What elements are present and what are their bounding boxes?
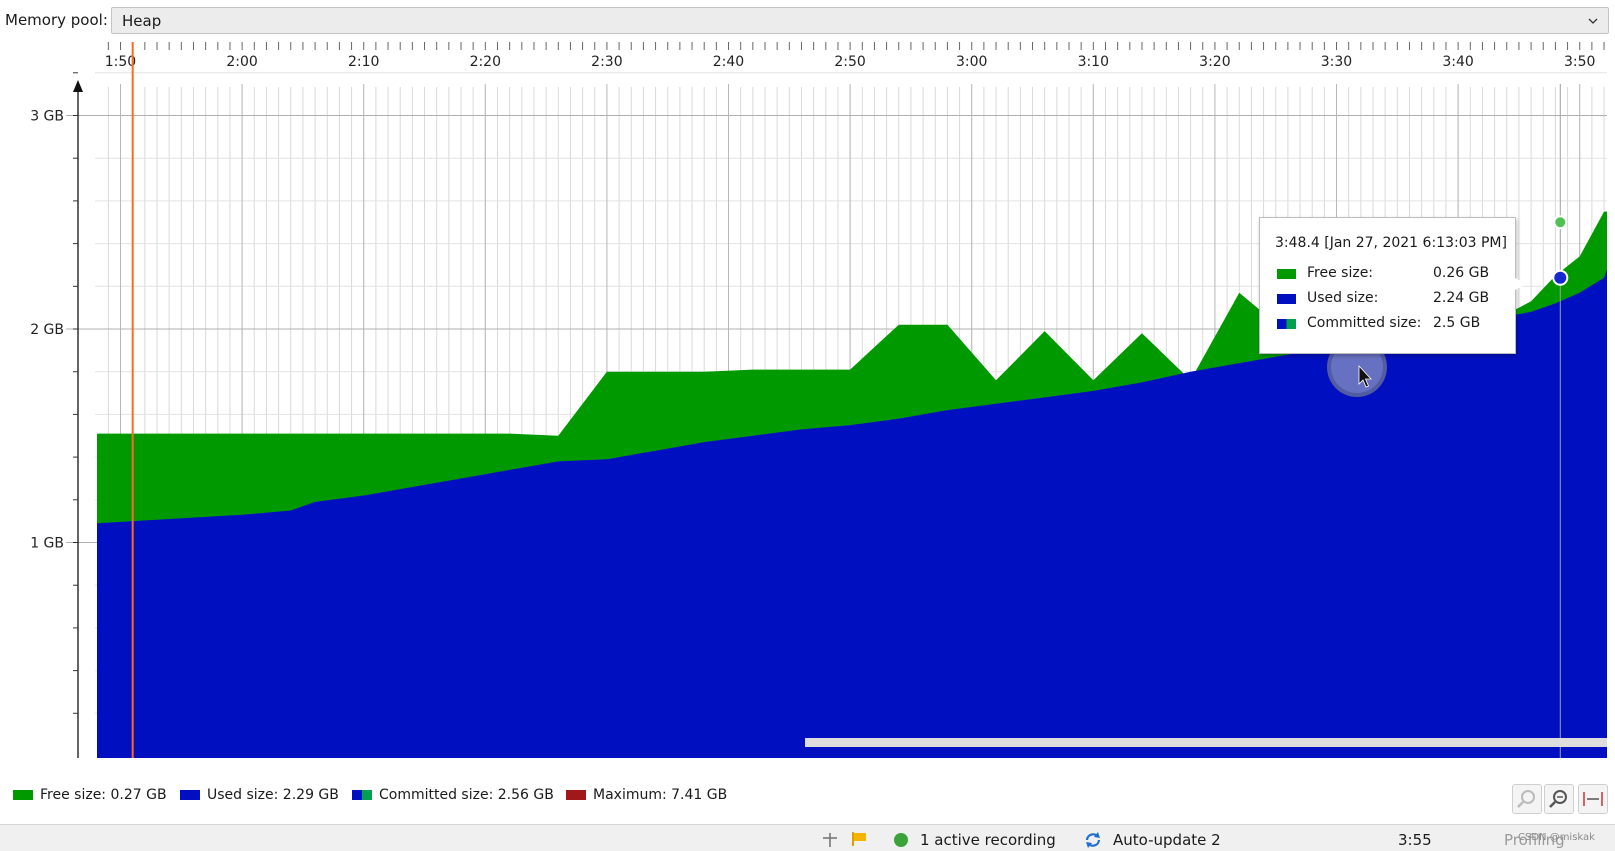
legend-committed-text: Committed size: 2.56 GB <box>379 787 554 803</box>
y-axis-arrow <box>73 80 83 92</box>
x-tick-label: 1:50 <box>105 54 136 70</box>
memory-chart[interactable]: 1:50 2:00 2:10 2:20 2:30 2:40 2:50 3:00 3:10 3:20… <box>0 42 1615 780</box>
tooltip-committed-value: 2.5 GB <box>1433 315 1481 331</box>
tooltip-title: 3:48.4 [Jan 27, 2021 6:13:03 PM] <box>1275 235 1507 251</box>
tooltip-used-value: 2.24 GB <box>1433 290 1490 306</box>
memory-pool-value: Heap <box>122 12 162 30</box>
used-swatch <box>1277 294 1296 304</box>
legend-maximum: Maximum: 7.41 GB <box>566 787 727 803</box>
x-tick-label: 3:50 <box>1564 54 1595 70</box>
legend-committed-swatch <box>352 790 372 800</box>
x-tick-label: 3:30 <box>1321 54 1352 70</box>
x-tick-label: 2:20 <box>470 54 501 70</box>
pin-icon[interactable] <box>821 832 839 848</box>
legend-committed: Committed size: 2.56 GB <box>352 787 554 803</box>
memory-pool-label: Memory pool: <box>5 11 108 29</box>
status-bar: 1 active recording Auto-update 2 3:55 Pr… <box>0 824 1615 851</box>
tooltip-free-label: Free size: <box>1307 265 1374 281</box>
data-tooltip: 3:48.4 [Jan 27, 2021 6:13:03 PM] Free si… <box>1259 217 1527 354</box>
clock-text: 3:55 <box>1398 831 1432 849</box>
legend-free: Free size: 0.27 GB <box>13 787 167 803</box>
x-tick-label: 2:50 <box>834 54 865 70</box>
fit-icon <box>1583 792 1603 806</box>
recording-dot-icon <box>894 833 908 847</box>
chevron-down-icon <box>1588 18 1598 24</box>
x-tick-label: 2:30 <box>591 54 622 70</box>
memory-pool-bar: Memory pool: Heap <box>0 0 1615 42</box>
tooltip-free-value: 0.26 GB <box>1433 265 1490 281</box>
x-tick-label: 3:40 <box>1442 54 1473 70</box>
legend-maximum-text: Maximum: 7.41 GB <box>593 787 728 803</box>
y-tick-label: 1 GB <box>30 536 64 552</box>
profiling-status: Profiling <box>1504 831 1565 849</box>
cursor-point-used <box>1552 269 1569 286</box>
horizontal-scrollbar[interactable] <box>805 738 1607 747</box>
fit-button[interactable] <box>1578 784 1608 814</box>
x-tick-label: 2:10 <box>348 54 379 70</box>
tooltip-used-label: Used size: <box>1307 290 1379 306</box>
chart-legend: Free size: 0.27 GB Used size: 2.29 GB Co… <box>0 780 1615 810</box>
y-tick-label: 2 GB <box>30 322 64 338</box>
free-swatch <box>1277 269 1296 279</box>
zoom-in-button[interactable] <box>1512 784 1542 814</box>
active-recording-status[interactable]: 1 active recording <box>920 831 1056 849</box>
legend-free-swatch <box>13 790 33 800</box>
cursor-point-committed <box>1553 215 1568 230</box>
x-tick-label: 2:00 <box>226 54 257 70</box>
x-tick-label: 2:40 <box>713 54 744 70</box>
memory-pool-select[interactable]: Heap <box>111 7 1609 34</box>
legend-used: Used size: 2.29 GB <box>180 787 339 803</box>
used-size-area <box>97 269 1607 758</box>
x-tick-label: 3:20 <box>1199 54 1230 70</box>
x-tick-label: 3:00 <box>956 54 987 70</box>
y-tick-label: 3 GB <box>30 109 64 125</box>
legend-maximum-swatch <box>566 790 586 800</box>
committed-swatch <box>1277 319 1296 329</box>
zoom-out-button[interactable] <box>1544 784 1574 814</box>
flag-icon[interactable] <box>850 831 868 847</box>
tooltip-committed-label: Committed size: <box>1307 315 1422 331</box>
zoom-in-icon <box>1517 790 1535 808</box>
zoom-out-icon <box>1549 790 1567 808</box>
legend-free-text: Free size: 0.27 GB <box>40 787 167 803</box>
auto-update-status[interactable]: Auto-update 2 <box>1113 831 1221 849</box>
legend-used-swatch <box>180 790 200 800</box>
watermark-text: CSDN @miskak <box>1518 832 1595 843</box>
refresh-icon <box>1085 832 1101 848</box>
x-tick-label: 3:10 <box>1078 54 1109 70</box>
legend-used-text: Used size: 2.29 GB <box>207 787 339 803</box>
